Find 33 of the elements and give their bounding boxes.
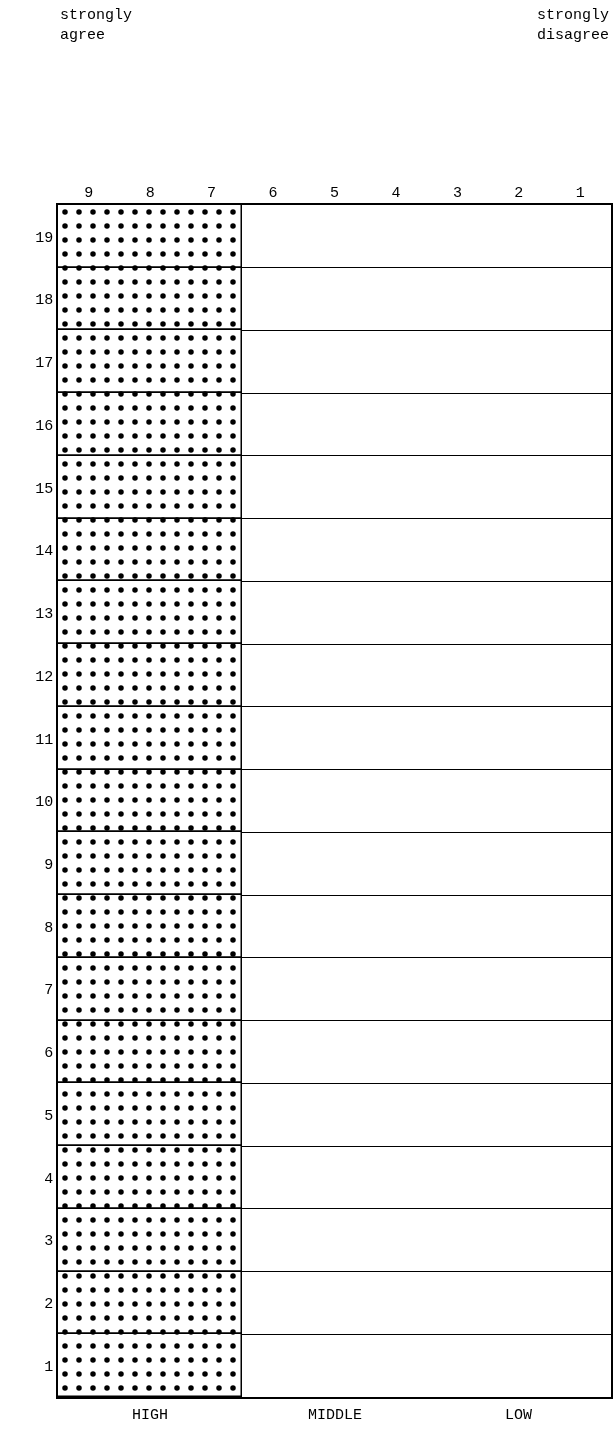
y-tick-label: 2 xyxy=(44,1296,54,1314)
x-tick-label: 4 xyxy=(391,185,401,203)
x-tick-label: 8 xyxy=(145,185,155,203)
y-tick-label: 14 xyxy=(35,543,54,561)
y-tick-label: 8 xyxy=(44,919,54,937)
y-tick-label: 3 xyxy=(44,1233,54,1251)
y-tick-label: 10 xyxy=(35,794,54,812)
x-tick-label: 5 xyxy=(329,185,340,203)
x-tick-label: 9 xyxy=(84,185,94,203)
x-tick-label: 2 xyxy=(514,185,524,203)
y-tick-label: 19 xyxy=(35,229,54,247)
x-tick-label: 7 xyxy=(207,185,217,203)
y-tick-label: 15 xyxy=(35,480,54,498)
x-tick-label: 3 xyxy=(452,185,462,203)
y-tick-label: 9 xyxy=(44,856,54,874)
y-tick-label: 16 xyxy=(35,417,54,435)
text: strongly disagree xyxy=(537,7,610,44)
y-tick-label: 17 xyxy=(35,355,54,373)
x-tick-label: 1 xyxy=(575,185,585,203)
text: HIGH xyxy=(132,1407,169,1424)
y-tick-label: 5 xyxy=(44,1107,54,1125)
y-tick-label: 18 xyxy=(35,292,54,310)
y-tick-label: 6 xyxy=(44,1045,54,1063)
y-tick-label: 11 xyxy=(35,731,54,749)
y-tick-label: 4 xyxy=(44,1170,54,1188)
y-tick-label: 7 xyxy=(44,982,54,1000)
y-tick-label: 13 xyxy=(35,606,54,624)
text: strongly agree xyxy=(60,7,133,44)
y-tick-label: 12 xyxy=(35,668,54,686)
x-tick-label: 6 xyxy=(268,185,278,203)
text: LOW xyxy=(505,1407,533,1424)
y-tick-label: 1 xyxy=(44,1358,54,1376)
text: MIDDLE xyxy=(308,1407,363,1424)
